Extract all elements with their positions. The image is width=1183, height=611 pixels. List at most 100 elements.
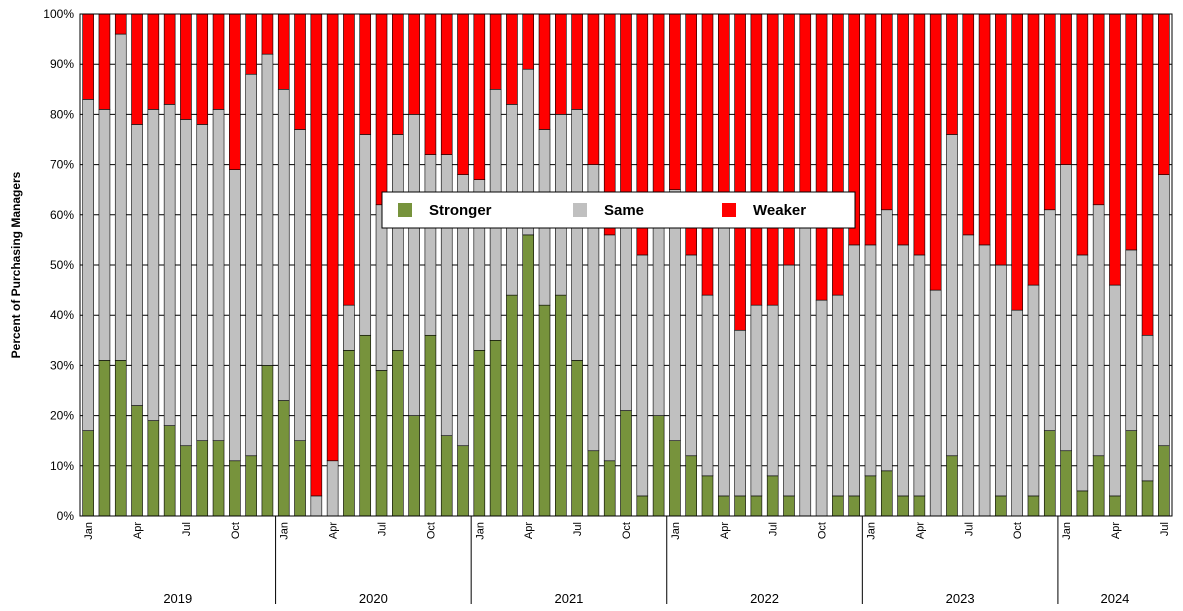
bar-segment <box>180 119 192 447</box>
bar-segment <box>555 294 567 517</box>
plot-frame <box>79 13 1173 517</box>
bar-segment <box>245 73 257 457</box>
bar-segment <box>669 13 681 190</box>
bar-segment <box>294 440 306 517</box>
bar-segment <box>375 204 388 371</box>
year-label: 2019 <box>163 591 192 606</box>
bar-segment <box>1092 13 1105 206</box>
bar-segment <box>995 264 1007 497</box>
bar-segment <box>1109 284 1121 497</box>
y-tick-label: 100% <box>43 7 74 21</box>
x-tick-label: Jan <box>865 522 877 540</box>
bar-segment <box>98 360 111 517</box>
y-tick-label: 0% <box>57 509 75 523</box>
x-tick-label: Jan <box>83 522 95 540</box>
bar-segment <box>897 495 909 517</box>
bar-segment <box>587 13 600 165</box>
year-label: 2022 <box>750 591 779 606</box>
bar-segment <box>424 13 437 155</box>
y-axis-label: Percent of Purchasing Managers <box>9 171 23 358</box>
bar-segment <box>1027 284 1040 497</box>
bar-segment <box>962 13 975 236</box>
bar-segment <box>506 13 518 105</box>
bar-segment <box>375 370 388 517</box>
bar-segment <box>196 13 209 125</box>
bar-segment <box>294 129 306 441</box>
bar-segment <box>946 455 958 517</box>
bar-segment <box>1076 490 1089 517</box>
bar-segment <box>717 495 730 517</box>
bar-segment <box>1158 174 1170 447</box>
bar-segment <box>114 33 127 361</box>
x-tick-label: Jul <box>572 522 584 536</box>
bar-segment <box>489 339 502 517</box>
bar-segment <box>82 99 94 431</box>
bar-segment <box>1092 455 1105 517</box>
bar-segment <box>131 13 143 125</box>
bar-segment <box>1076 13 1089 256</box>
bar-segment <box>897 13 909 246</box>
bar-segment <box>864 244 877 477</box>
bar-segment <box>978 13 991 246</box>
x-tick-label: Apr <box>1110 522 1122 539</box>
bar-segment <box>1109 13 1121 286</box>
bar-segment <box>620 410 632 517</box>
bar-segment <box>636 495 649 517</box>
bar-segment <box>440 435 453 517</box>
bar-segment <box>261 365 274 517</box>
x-tick-label: Jan <box>1061 522 1073 540</box>
x-tick-label: Apr <box>523 522 535 539</box>
bar-segment <box>310 495 323 517</box>
x-tick-label: Apr <box>132 522 144 539</box>
bar-segment <box>163 104 176 426</box>
bar-segment <box>114 360 127 517</box>
bar-segment <box>196 124 209 442</box>
bar-segment <box>652 13 665 206</box>
y-tick-label: 50% <box>50 258 74 272</box>
bar-segment <box>815 13 828 301</box>
bar-segment <box>815 299 828 517</box>
bar-segment <box>620 214 632 411</box>
y-tick-label: 30% <box>50 358 74 372</box>
bar-segment <box>522 234 535 517</box>
year-label: 2024 <box>1100 591 1129 606</box>
bar-segment <box>799 214 812 517</box>
bar-segment <box>864 13 877 246</box>
bar-segment <box>457 13 469 175</box>
x-tick-label: Jan <box>670 522 682 540</box>
bar-segment <box>538 13 551 130</box>
year-label: 2023 <box>946 591 975 606</box>
bar-segment <box>701 475 714 517</box>
bar-segment <box>701 13 714 296</box>
bar-segment <box>880 209 893 472</box>
bar-segment <box>440 13 453 155</box>
bar-segment <box>196 440 209 517</box>
bar-segment <box>212 109 225 442</box>
bar-segment <box>408 114 420 416</box>
bar-segment <box>946 134 958 457</box>
bar-segment <box>766 475 779 517</box>
x-tick-label: Apr <box>719 522 731 539</box>
x-tick-label: Jul <box>181 522 193 536</box>
bar-segment <box>359 13 372 135</box>
bar-segment <box>147 109 160 421</box>
bar-segment <box>913 254 926 497</box>
year-label: 2020 <box>359 591 388 606</box>
bar-segment <box>1076 254 1089 492</box>
bar-segment <box>832 294 844 497</box>
bar-segment <box>424 154 437 336</box>
bar-segment <box>98 109 111 361</box>
bar-segment <box>229 13 241 170</box>
bar-segment <box>163 425 176 517</box>
bar-segment <box>766 304 779 477</box>
bar-segment <box>424 334 437 517</box>
bar-segment <box>310 13 323 497</box>
bar-segment <box>261 53 274 366</box>
legend-label: Same <box>604 202 644 219</box>
bar-segment <box>995 495 1007 517</box>
x-tick-label: Jan <box>474 522 486 540</box>
bar-segment <box>1043 13 1056 211</box>
bar-segment <box>717 224 730 497</box>
bar-segment <box>1141 480 1154 517</box>
bar-segment <box>701 294 714 477</box>
